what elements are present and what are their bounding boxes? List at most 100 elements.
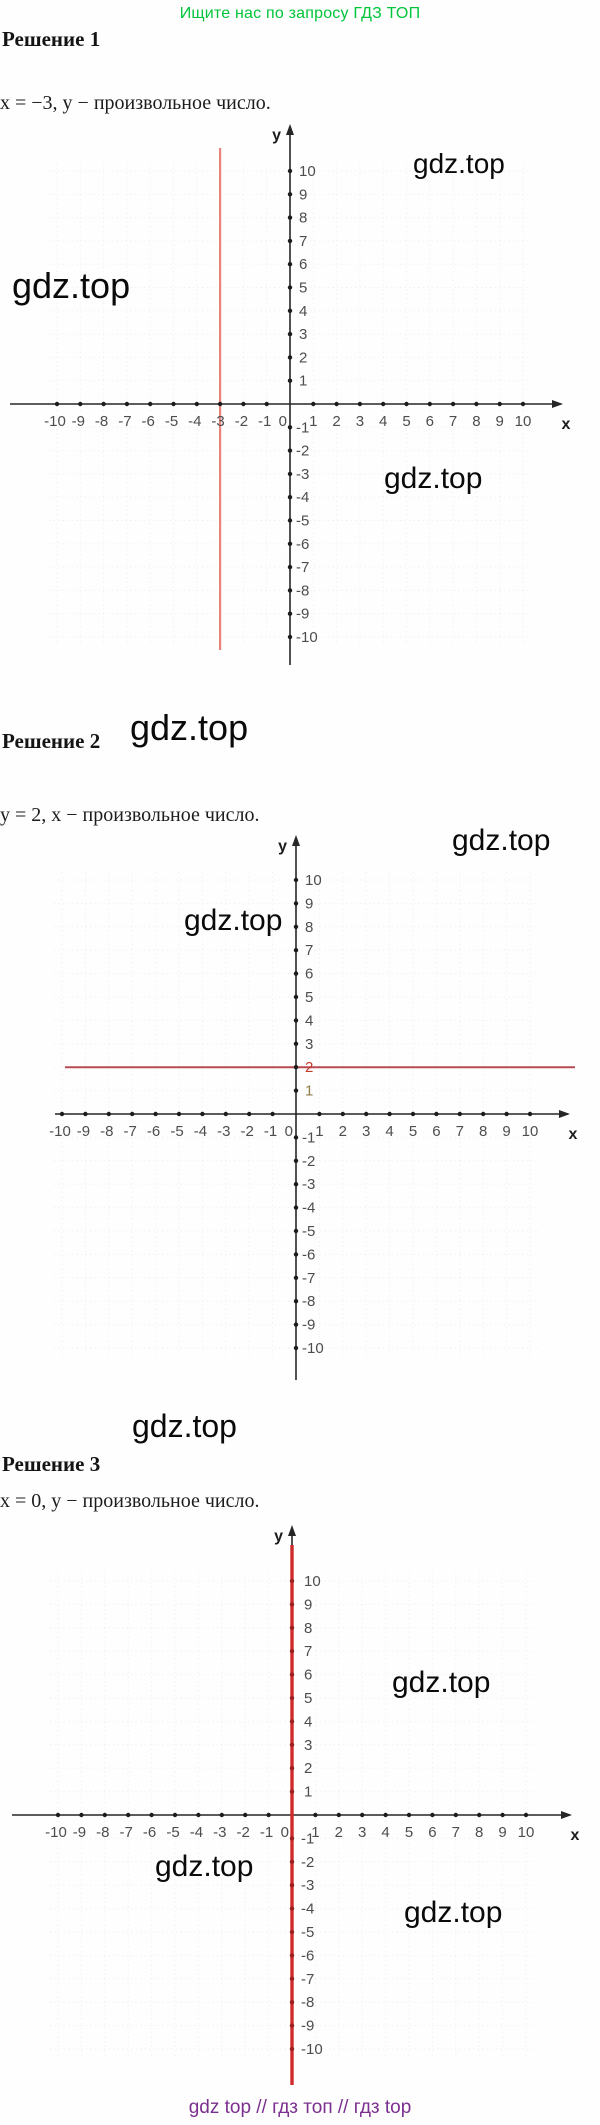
axis-letters: yx xyxy=(278,838,577,1143)
svg-text:2: 2 xyxy=(339,1123,347,1140)
svg-text:-10: -10 xyxy=(44,413,66,430)
svg-text:-8: -8 xyxy=(95,413,108,430)
watermark-2: gdz.top xyxy=(12,265,131,306)
svg-text:4: 4 xyxy=(385,1123,393,1140)
footer-credit: gdz top // гдз топ // гдз top xyxy=(188,2097,412,2118)
svg-text:-2: -2 xyxy=(302,1153,315,1170)
svg-text:x: x xyxy=(562,416,571,433)
svg-text:6: 6 xyxy=(304,1667,312,1684)
watermark-6: gdz.top xyxy=(184,904,283,937)
tick-dots xyxy=(59,877,533,1351)
svg-text:0: 0 xyxy=(281,1824,289,1841)
svg-text:-7: -7 xyxy=(124,1123,137,1140)
y-axis-arrow xyxy=(288,1525,296,1536)
svg-text:1: 1 xyxy=(315,1123,323,1140)
solution-title-1: Решение 1 xyxy=(2,27,101,51)
tick-labels: -10-10-9-9-8-8-7-7-6-6-5-5-4-4-3-3-2-2-1… xyxy=(49,872,538,1357)
svg-text:3: 3 xyxy=(356,413,364,430)
svg-text:-7: -7 xyxy=(296,559,309,576)
svg-text:10: 10 xyxy=(305,872,322,889)
svg-text:-7: -7 xyxy=(301,1971,314,1988)
svg-text:7: 7 xyxy=(452,1824,460,1841)
svg-text:8: 8 xyxy=(304,1620,312,1637)
coordinate-plane-1: -10-10-9-9-8-8-7-7-6-6-5-5-4-4-3-3-2-2-1… xyxy=(10,124,571,665)
svg-text:-9: -9 xyxy=(302,1317,315,1334)
svg-text:-9: -9 xyxy=(77,1123,90,1140)
svg-text:-6: -6 xyxy=(301,1947,314,1964)
svg-text:8: 8 xyxy=(472,413,480,430)
svg-text:7: 7 xyxy=(449,413,457,430)
x-axis-arrow xyxy=(559,1110,570,1118)
svg-text:1: 1 xyxy=(305,1083,313,1100)
svg-text:8: 8 xyxy=(305,919,313,936)
svg-text:9: 9 xyxy=(498,1824,506,1841)
svg-text:9: 9 xyxy=(502,1123,510,1140)
svg-text:-9: -9 xyxy=(301,2018,314,2035)
svg-text:3: 3 xyxy=(358,1824,366,1841)
svg-text:-8: -8 xyxy=(96,1824,109,1841)
svg-text:x: x xyxy=(569,1126,578,1143)
tick-dots xyxy=(55,1578,529,2052)
solution-title-3: Решение 3 xyxy=(2,1452,101,1476)
svg-text:-1: -1 xyxy=(302,1129,315,1146)
svg-text:-4: -4 xyxy=(296,489,309,506)
svg-text:2: 2 xyxy=(335,1824,343,1841)
svg-text:10: 10 xyxy=(299,163,316,180)
svg-text:-7: -7 xyxy=(302,1270,315,1287)
svg-text:6: 6 xyxy=(305,966,313,983)
svg-text:4: 4 xyxy=(299,303,307,320)
watermark-3: gdz.top xyxy=(384,462,483,495)
svg-text:-2: -2 xyxy=(241,1123,254,1140)
coordinate-plane-3: -10-10-9-9-8-8-7-7-6-6-5-5-4-4-3-3-2-2-1… xyxy=(12,1525,580,2085)
svg-text:-2: -2 xyxy=(296,443,309,460)
svg-text:-8: -8 xyxy=(302,1293,315,1310)
svg-text:8: 8 xyxy=(479,1123,487,1140)
svg-text:10: 10 xyxy=(522,1123,539,1140)
x-axis-arrow xyxy=(561,1811,572,1819)
svg-text:-8: -8 xyxy=(100,1123,113,1140)
svg-text:-3: -3 xyxy=(296,466,309,483)
svg-text:6: 6 xyxy=(299,256,307,273)
svg-text:-1: -1 xyxy=(258,413,271,430)
svg-text:-10: -10 xyxy=(296,629,318,646)
svg-text:-7: -7 xyxy=(118,413,131,430)
svg-text:-4: -4 xyxy=(301,1901,314,1918)
svg-text:2: 2 xyxy=(332,413,340,430)
watermark-8: gdz.top xyxy=(392,1666,491,1699)
svg-text:-3: -3 xyxy=(217,1123,230,1140)
svg-text:-10: -10 xyxy=(45,1824,67,1841)
svg-text:-3: -3 xyxy=(213,1824,226,1841)
svg-text:-10: -10 xyxy=(301,2041,323,2058)
svg-text:6: 6 xyxy=(432,1123,440,1140)
svg-text:-10: -10 xyxy=(302,1340,324,1357)
svg-text:-7: -7 xyxy=(120,1824,133,1841)
svg-text:y: y xyxy=(278,838,287,855)
svg-text:-8: -8 xyxy=(301,1994,314,2011)
svg-text:5: 5 xyxy=(305,989,313,1006)
svg-text:-6: -6 xyxy=(142,413,155,430)
svg-text:-4: -4 xyxy=(188,413,201,430)
svg-text:-4: -4 xyxy=(302,1200,315,1217)
svg-text:9: 9 xyxy=(299,186,307,203)
svg-text:-6: -6 xyxy=(296,536,309,553)
svg-text:-9: -9 xyxy=(73,1824,86,1841)
svg-text:4: 4 xyxy=(305,1012,313,1029)
watermark-1: gdz.top xyxy=(413,148,505,179)
watermark-5: gdz.top xyxy=(452,824,551,857)
svg-text:7: 7 xyxy=(456,1123,464,1140)
svg-text:1: 1 xyxy=(304,1784,312,1801)
svg-text:10: 10 xyxy=(304,1573,321,1590)
tick-labels: -10-10-9-9-8-8-7-7-6-6-5-5-4-4-3-3-2-2-1… xyxy=(45,1573,534,2058)
svg-text:-5: -5 xyxy=(302,1223,315,1240)
solution-title-2: Решение 2 xyxy=(2,729,101,753)
promo-banner: Ищите нас по запросу ГДЗ ТОП xyxy=(179,5,421,22)
svg-text:-2: -2 xyxy=(301,1854,314,1871)
svg-text:-2: -2 xyxy=(235,413,248,430)
svg-text:x: x xyxy=(571,1827,580,1844)
axes xyxy=(10,124,563,665)
svg-text:6: 6 xyxy=(428,1824,436,1841)
svg-text:7: 7 xyxy=(305,942,313,959)
svg-text:-5: -5 xyxy=(296,513,309,530)
svg-text:8: 8 xyxy=(299,210,307,227)
coordinate-plane-2: -10-10-9-9-8-8-7-7-6-6-5-5-4-4-3-3-2-2-1… xyxy=(49,835,578,1380)
